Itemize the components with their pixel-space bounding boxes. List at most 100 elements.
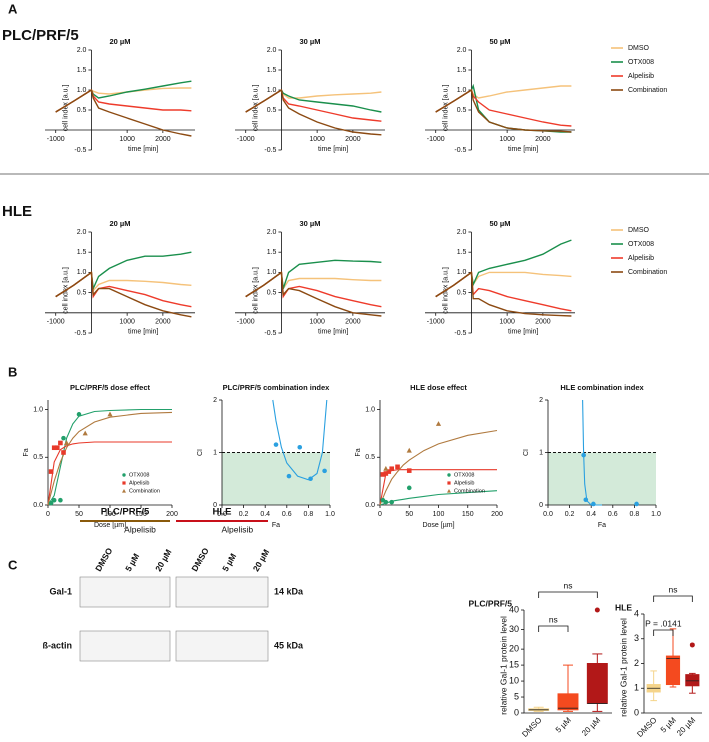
x-tick-label: 1.0 <box>651 511 661 518</box>
x-tick-label: 2000 <box>535 319 551 326</box>
y-tick-label: 1.0 <box>77 87 87 94</box>
legend-marker <box>122 473 126 477</box>
x-tick-label: 2000 <box>345 319 361 326</box>
chart-title: HLE dose effect <box>410 383 467 392</box>
point <box>389 499 395 505</box>
chart-title: HLE <box>615 602 632 612</box>
y-axis-label: Fa <box>23 448 30 456</box>
point <box>286 473 292 479</box>
x-axis-label: Fa <box>272 522 280 529</box>
point <box>634 501 639 507</box>
y-tick-label: 0.5 <box>33 454 43 461</box>
chart-title: 50 µM <box>490 37 511 46</box>
significance-label: P = .0141 <box>645 618 682 628</box>
y-tick-label: 1.0 <box>33 406 43 413</box>
y-tick-label: 2 <box>539 397 543 404</box>
y-tick-label: 1 <box>539 449 543 456</box>
y-tick-label: 2 <box>634 658 639 668</box>
x-tick-label: 100 <box>433 511 445 518</box>
chart-title: 30 µM <box>300 219 321 228</box>
point <box>386 469 392 474</box>
y-tick-label: 0 <box>514 707 519 717</box>
significance-bracket <box>538 591 598 598</box>
point <box>55 445 60 451</box>
legend-label: Alpelisib <box>628 73 654 80</box>
y-axis-label: relative Gal-1 protein level <box>498 616 508 715</box>
series-line <box>245 271 382 317</box>
y-tick-label: -0.5 <box>454 147 466 154</box>
point <box>406 485 412 491</box>
y-tick-label: 0.5 <box>77 289 87 296</box>
blot-row-label: ß-actin <box>42 640 72 650</box>
y-axis-label: CI <box>523 449 530 456</box>
blot-frame <box>79 576 171 608</box>
point <box>435 421 442 426</box>
x-axis-label: time [min] <box>128 146 158 153</box>
point <box>383 499 389 505</box>
y-tick-label: 0.5 <box>457 289 467 296</box>
y-tick-label: 40 <box>509 604 519 614</box>
y-tick-label: 5 <box>514 691 519 701</box>
x-tick-label: -1000 <box>427 136 445 143</box>
point <box>591 501 596 507</box>
series-line <box>55 271 192 318</box>
y-tick-label: 0 <box>539 502 543 509</box>
chart-title: PLC/PRF/5 combination index <box>223 383 331 392</box>
point <box>64 440 70 445</box>
point <box>48 469 54 474</box>
fit-curve <box>379 490 498 506</box>
y-tick-label: 1.0 <box>457 87 467 94</box>
x-tick-label: 100 <box>104 511 116 518</box>
y-tick-label: 1.0 <box>457 269 467 276</box>
y-axis-label: relative Gal-1 protein level <box>618 618 628 717</box>
x-tick-label: 1000 <box>499 319 515 326</box>
chart-title: 20 µM <box>110 37 131 46</box>
y-tick-label: 0.0 <box>33 502 43 509</box>
chart-title: 20 µM <box>110 219 131 228</box>
legend-label: OTX008 <box>454 472 474 478</box>
y-tick-label: 2.0 <box>267 47 277 54</box>
x-axis-label: time [min] <box>318 329 348 336</box>
x-tick-label: 0 <box>46 511 50 518</box>
y-tick-label: 1.5 <box>77 67 87 74</box>
x-tick-label: 0.2 <box>239 511 249 518</box>
fit-curve <box>582 399 602 506</box>
series-line <box>55 88 192 137</box>
y-tick-label: 1.5 <box>267 249 277 256</box>
legend-label: OTX008 <box>628 241 654 248</box>
y-tick-label: 1 <box>213 449 217 456</box>
y-tick-label: 10 <box>509 675 519 685</box>
blot-treatment: Alpelisib <box>222 524 254 534</box>
chart-title: PLC/PRF/5 dose effect <box>70 383 151 392</box>
x-tick-label: 0.8 <box>630 511 640 518</box>
legend-label: Combination <box>129 488 160 494</box>
legend-label: Combination <box>628 87 667 94</box>
y-tick-label: 1.5 <box>267 67 277 74</box>
y-tick-label: 0.5 <box>267 107 277 114</box>
point <box>61 435 66 441</box>
legend-label: DMSO <box>628 45 650 52</box>
x-tick-label: 0.0 <box>543 511 553 518</box>
legend-label: OTX008 <box>129 472 149 478</box>
y-axis-label: cell index [a.u.] <box>442 85 449 132</box>
x-tick-label: 150 <box>462 511 474 518</box>
x-tick-label: -1000 <box>47 136 65 143</box>
legend-label: Alpelisib <box>454 480 474 486</box>
legend-label: Combination <box>454 488 485 494</box>
legend-marker <box>447 481 451 485</box>
x-tick-label: 1000 <box>309 319 325 326</box>
y-tick-label: 0.5 <box>267 289 277 296</box>
x-tick-label: 200 <box>166 511 178 518</box>
y-tick-label: 3 <box>634 633 639 643</box>
x-tick-label: -1000 <box>427 319 445 326</box>
y-tick-label: 0.5 <box>457 107 467 114</box>
x-axis-label: time [min] <box>508 146 538 153</box>
y-tick-label: 0 <box>634 707 639 717</box>
x-tick-label: 0.2 <box>565 511 575 518</box>
box <box>665 655 681 686</box>
blot-group-label: PLC/PRF/5 <box>101 507 150 518</box>
point <box>107 411 113 417</box>
x-tick-label: 50 <box>75 511 83 518</box>
row-label: PLC/PRF/5 <box>2 27 79 44</box>
